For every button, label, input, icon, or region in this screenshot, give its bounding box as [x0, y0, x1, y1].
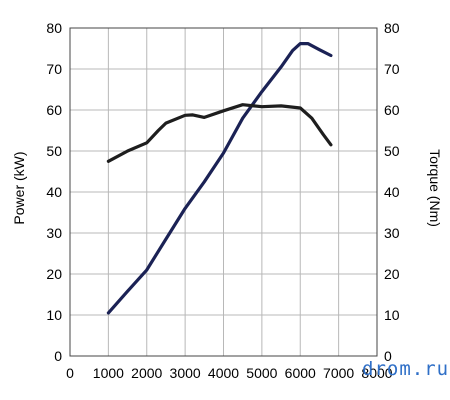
y-left-tick-label: 70 [46, 61, 62, 77]
y-right-tick-label: 0 [384, 348, 392, 364]
torque-curve [106, 103, 333, 163]
chart-grid [69, 27, 378, 357]
x-tick-label: 4000 [208, 365, 239, 381]
y-left-tick-label: 60 [46, 102, 62, 118]
y-left-tick-label: 0 [54, 348, 62, 364]
y-right-tick-label: 50 [384, 143, 400, 159]
x-tick-label: 0 [66, 365, 74, 381]
y-right-axis-label: Torque (Nm) [427, 149, 443, 227]
y-right-tick-label: 30 [384, 225, 400, 241]
plot-frame [69, 27, 378, 357]
y-right-tick-label: 20 [384, 266, 400, 282]
y-left-axis-label: Power (kW) [11, 151, 27, 224]
y-left-tick-label: 10 [46, 307, 62, 323]
x-axis-ticks: 0 1000 2000 3000 4000 5000 6000 7000 8000 [66, 365, 393, 381]
y-right-tick-label: 80 [384, 20, 400, 36]
power-curve [106, 42, 333, 315]
watermark-text: drom.ru [362, 358, 449, 380]
y-right-axis-ticks: 0 10 20 30 40 50 60 70 80 [384, 20, 400, 364]
y-left-tick-label: 30 [46, 225, 62, 241]
x-tick-label: 3000 [170, 365, 201, 381]
y-right-tick-label: 40 [384, 184, 400, 200]
x-tick-label: 7000 [323, 365, 354, 381]
y-left-tick-label: 50 [46, 143, 62, 159]
y-right-tick-label: 10 [384, 307, 400, 323]
x-tick-label: 6000 [285, 365, 316, 381]
y-right-tick-label: 70 [384, 61, 400, 77]
x-tick-label: 2000 [131, 365, 162, 381]
y-left-tick-label: 40 [46, 184, 62, 200]
x-tick-label: 1000 [93, 365, 124, 381]
y-left-axis-ticks: 0 10 20 30 40 50 60 70 80 [46, 20, 62, 364]
y-left-tick-label: 20 [46, 266, 62, 282]
x-tick-label: 5000 [246, 365, 277, 381]
x-tick-label: 8000 [361, 365, 392, 381]
y-left-tick-label: 80 [46, 20, 62, 36]
y-right-tick-label: 60 [384, 102, 400, 118]
chart-series [106, 42, 333, 315]
